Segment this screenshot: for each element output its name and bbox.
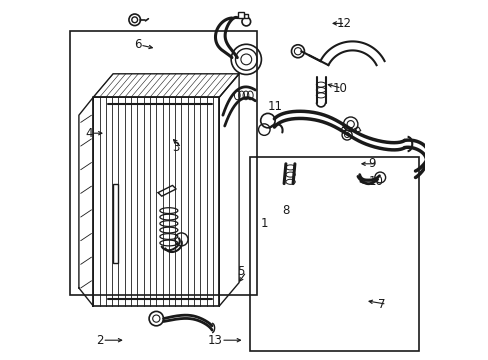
Bar (244, 14, 248, 18)
Bar (70, 31, 257, 295)
Text: 10: 10 (332, 82, 347, 95)
Text: 6: 6 (134, 39, 142, 51)
Text: 13: 13 (207, 334, 223, 347)
Text: 1: 1 (260, 217, 267, 230)
Bar (249, 157, 418, 351)
Text: 11: 11 (267, 100, 283, 113)
Text: 8: 8 (282, 204, 289, 217)
Text: 12: 12 (336, 17, 350, 30)
Text: 10: 10 (368, 175, 383, 188)
Text: 5: 5 (237, 265, 244, 278)
Text: 3: 3 (172, 141, 180, 154)
Text: 2: 2 (97, 334, 104, 347)
Text: 7: 7 (377, 298, 385, 311)
Text: 9: 9 (368, 157, 375, 170)
Text: 4: 4 (85, 127, 93, 140)
Bar (238, 12, 244, 18)
Bar (113, 184, 118, 263)
